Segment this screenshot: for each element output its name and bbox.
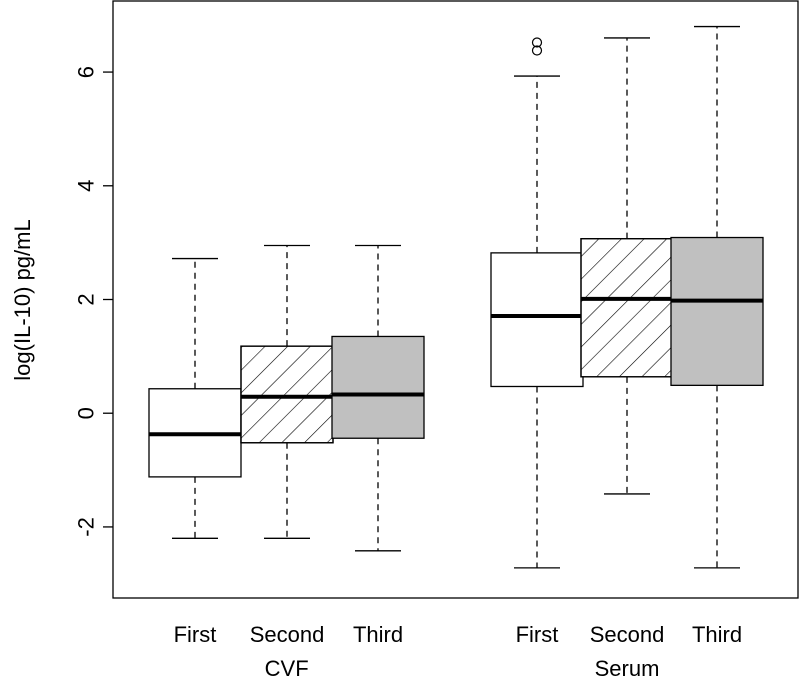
category-label: First bbox=[174, 622, 217, 647]
box-serum-first bbox=[490, 37, 584, 569]
box-body bbox=[331, 335, 425, 439]
group-labels: CVF Serum bbox=[265, 656, 660, 681]
category-label: Second bbox=[250, 622, 325, 647]
y-tick-label: 0 bbox=[74, 407, 99, 419]
y-tick-label: 6 bbox=[74, 66, 99, 78]
y-axis: -2 0 2 4 6 bbox=[74, 66, 113, 537]
group-label: CVF bbox=[265, 656, 309, 681]
box-cvf-second bbox=[240, 244, 334, 539]
group-label: Serum bbox=[595, 656, 660, 681]
box-body bbox=[670, 236, 764, 387]
category-label: Third bbox=[692, 622, 742, 647]
box-hatch bbox=[240, 345, 334, 444]
boxes-layer bbox=[148, 25, 764, 569]
outlier-point bbox=[531, 45, 543, 56]
box-serum-second bbox=[580, 37, 674, 495]
box-cvf-third bbox=[331, 244, 425, 552]
y-tick-label: -2 bbox=[74, 517, 99, 537]
y-axis-label: log(IL-10) pg/mL bbox=[10, 219, 35, 380]
category-label: Second bbox=[590, 622, 665, 647]
y-tick-label: 2 bbox=[74, 293, 99, 305]
box-cvf-first bbox=[148, 257, 242, 539]
box-serum-third bbox=[670, 25, 764, 569]
y-tick-label: 4 bbox=[74, 180, 99, 192]
outlier-point bbox=[531, 37, 543, 48]
category-label: First bbox=[516, 622, 559, 647]
category-label: Third bbox=[353, 622, 403, 647]
category-labels: First Second Third First Second Third bbox=[174, 622, 742, 647]
box-hatch bbox=[580, 238, 674, 378]
box-body bbox=[490, 252, 584, 388]
